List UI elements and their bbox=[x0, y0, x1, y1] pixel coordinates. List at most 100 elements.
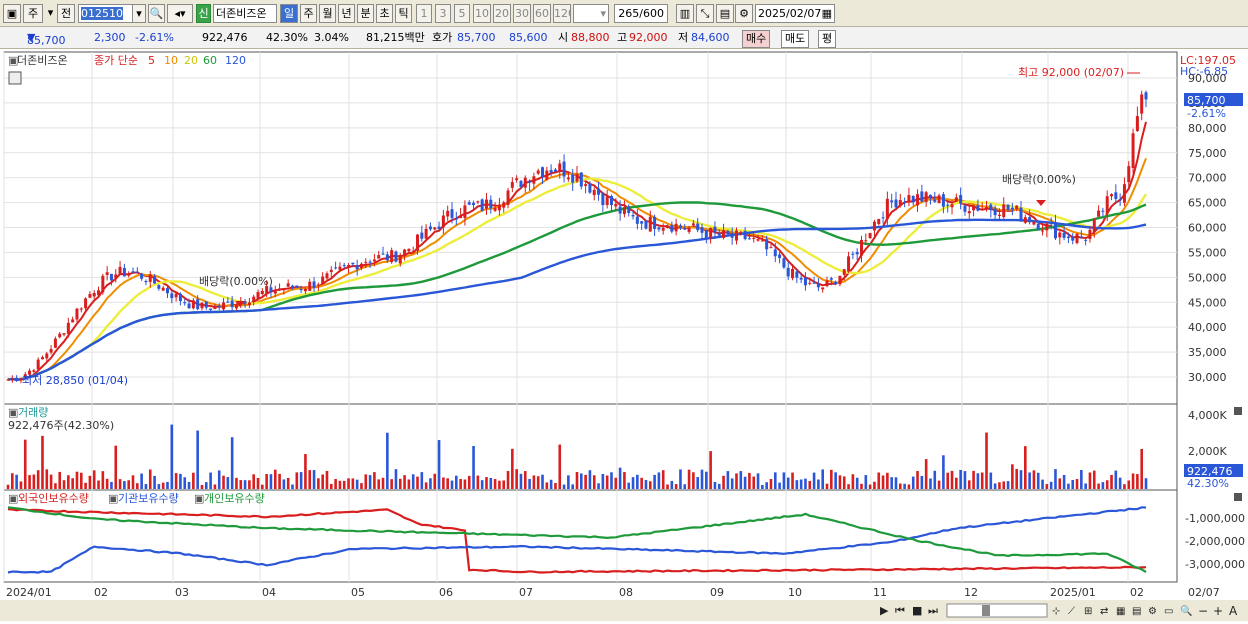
crosshair-icon[interactable]: ⊹ bbox=[1052, 606, 1060, 617]
candle-body bbox=[967, 211, 971, 214]
holdings-panel-icon[interactable]: ▣ bbox=[8, 492, 18, 505]
volume-bar bbox=[1019, 470, 1023, 489]
candle-body bbox=[347, 265, 351, 268]
grid bbox=[3, 52, 1177, 582]
volume-bar bbox=[644, 480, 648, 489]
volume-bar bbox=[252, 474, 256, 489]
period-week[interactable]: 주 bbox=[300, 4, 317, 23]
volume-bar bbox=[420, 472, 424, 489]
window-icon[interactable]: ▭ bbox=[1164, 606, 1173, 617]
legend-foreign: 외국인보유수량 bbox=[18, 492, 89, 505]
volume-bar bbox=[166, 481, 169, 489]
code-input[interactable]: 012510 bbox=[78, 4, 145, 23]
candle-body bbox=[851, 253, 855, 255]
sell-button[interactable]: 매도 bbox=[781, 30, 810, 48]
interval-dropdown-icon[interactable]: ▾ bbox=[600, 7, 606, 20]
print-icon[interactable]: ▤ bbox=[1132, 606, 1141, 617]
volume-bar bbox=[903, 483, 906, 489]
candle-body bbox=[881, 217, 885, 219]
period-year[interactable]: 년 bbox=[338, 4, 355, 23]
menu-icon[interactable]: ▣ bbox=[3, 4, 21, 23]
volume-bar bbox=[200, 484, 204, 489]
candle-body bbox=[928, 194, 932, 198]
zoom-out-icon[interactable]: 🔍 bbox=[1180, 604, 1192, 617]
grid-icon[interactable]: ▦ bbox=[1116, 606, 1125, 617]
x-axis-label: 05 bbox=[351, 586, 365, 599]
stop-icon[interactable]: ■ bbox=[912, 604, 922, 617]
volume-bar bbox=[230, 437, 234, 489]
volume-bar bbox=[485, 477, 488, 489]
scroll-right-icon[interactable]: ▶ bbox=[880, 604, 889, 617]
scope-select[interactable]: 전 bbox=[57, 4, 75, 23]
interval-input[interactable]: ▾ bbox=[573, 4, 609, 23]
plus-icon[interactable]: + bbox=[1213, 604, 1223, 618]
volume-bar bbox=[1118, 477, 1122, 489]
volume-panel-close-icon[interactable] bbox=[1234, 407, 1242, 415]
volume-panel-icon[interactable]: ▣ bbox=[8, 406, 18, 419]
holdings-y-1m: -1,000,000 bbox=[1185, 512, 1245, 525]
search-icon[interactable]: 🔍 bbox=[148, 4, 165, 23]
volume-bar bbox=[657, 472, 661, 489]
candle-body bbox=[416, 234, 420, 251]
volume-bar bbox=[700, 469, 704, 489]
text-size-icon[interactable]: A bbox=[1229, 604, 1238, 618]
turnover: 3.04% bbox=[314, 31, 349, 44]
candle-body bbox=[1066, 236, 1070, 239]
volume-bar bbox=[584, 474, 587, 489]
holdings-panel-close-icon[interactable] bbox=[1234, 493, 1242, 501]
market-select[interactable]: 주 bbox=[23, 4, 43, 23]
candle-body bbox=[1049, 223, 1053, 225]
zoom-slider-thumb[interactable] bbox=[982, 605, 990, 616]
speaker-icon[interactable]: ◂▾ bbox=[167, 4, 193, 23]
chart-canvas[interactable]: ▣ 더존비즈온 종가 단순 5 10 20 60 120 최고 92,000 (… bbox=[0, 50, 1248, 621]
candle-body bbox=[321, 276, 325, 284]
candle-body bbox=[282, 288, 286, 291]
calendar-icon[interactable]: ▦ bbox=[821, 7, 832, 20]
panel-tab-icon[interactable]: ▣ bbox=[8, 54, 18, 67]
period-minute[interactable]: 분 bbox=[357, 4, 374, 23]
interval-60[interactable]: 60 bbox=[533, 4, 551, 23]
volume-bar bbox=[1127, 480, 1131, 489]
candle-body bbox=[1084, 239, 1088, 241]
market-dropdown-icon[interactable]: ▾ bbox=[47, 6, 54, 19]
interval-10[interactable]: 10 bbox=[473, 4, 491, 23]
interval-5[interactable]: 5 bbox=[454, 4, 470, 23]
volume-bar bbox=[735, 473, 738, 489]
zoom-slider[interactable] bbox=[946, 603, 1048, 618]
volume-bar bbox=[235, 477, 238, 489]
calculator-icon[interactable] bbox=[8, 71, 22, 85]
eval-button[interactable]: 평 bbox=[818, 30, 837, 48]
last-page-icon[interactable]: ⏭ bbox=[928, 604, 938, 617]
candle-body bbox=[312, 281, 316, 288]
trend-icon[interactable]: ⟋ bbox=[1068, 606, 1075, 617]
chart-settings-icon[interactable]: ⚙ bbox=[1148, 606, 1157, 617]
period-second[interactable]: 초 bbox=[376, 4, 393, 23]
volume-bar bbox=[545, 482, 549, 489]
date-field[interactable]: 2025/02/07 ▦ bbox=[755, 4, 835, 23]
interval-20[interactable]: 20 bbox=[493, 4, 511, 23]
candle-body bbox=[993, 208, 997, 216]
save-icon[interactable]: ▤ bbox=[716, 4, 734, 23]
period-tick[interactable]: 틱 bbox=[395, 4, 412, 23]
fit-icon[interactable]: ⊞ bbox=[1084, 606, 1092, 617]
count-field[interactable]: 265/600 bbox=[614, 4, 668, 23]
code-dropdown-icon[interactable]: ▾ bbox=[132, 4, 146, 23]
minus-icon[interactable]: − bbox=[1198, 604, 1208, 618]
interval-1[interactable]: 1 bbox=[416, 4, 432, 23]
candle-body bbox=[355, 265, 359, 270]
candle-body bbox=[19, 378, 23, 381]
candle-body bbox=[795, 271, 799, 278]
period-month[interactable]: 월 bbox=[319, 4, 336, 23]
period-day[interactable]: 일 bbox=[280, 4, 298, 23]
buy-button[interactable]: 매수 bbox=[742, 30, 771, 48]
interval-30[interactable]: 30 bbox=[513, 4, 531, 23]
candle-icon[interactable]: ▥ bbox=[676, 4, 694, 23]
interval-120[interactable]: 120 bbox=[553, 4, 571, 23]
volume-bar bbox=[364, 474, 368, 489]
first-page-icon[interactable]: ⏮ bbox=[895, 604, 905, 617]
interval-3[interactable]: 3 bbox=[435, 4, 451, 23]
compare2-icon[interactable]: ⇄ bbox=[1100, 606, 1108, 617]
volume-bar bbox=[1002, 481, 1006, 489]
compare-icon[interactable]: ⤡ bbox=[696, 4, 714, 23]
settings-icon[interactable]: ⚙ bbox=[735, 4, 753, 23]
